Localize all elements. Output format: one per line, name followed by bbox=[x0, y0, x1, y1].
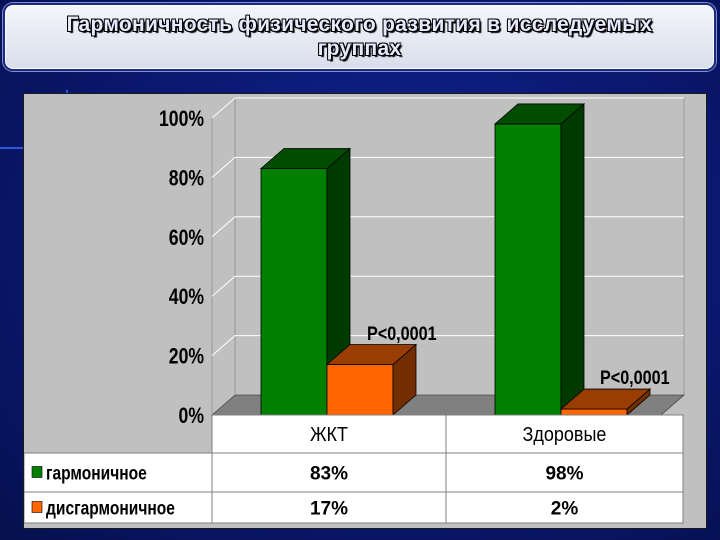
data-value-label: 83% bbox=[310, 464, 348, 485]
title-panel: Гармоничность физического развития в исс… bbox=[3, 3, 716, 71]
title-line-1: Гармоничность физического развития в исс… bbox=[66, 13, 653, 36]
bar-top-дисгармоничное bbox=[559, 388, 652, 410]
legend-label: гармоничное bbox=[46, 462, 147, 484]
bar-top-дисгармоничное bbox=[325, 344, 418, 365]
y-tick-label: 80% bbox=[169, 167, 204, 191]
page-title: Гармоничность физического развития в исс… bbox=[5, 13, 714, 61]
bar-front-дисгармоничное bbox=[560, 408, 628, 416]
legend-key-гармоничное bbox=[31, 466, 43, 478]
bar-top-гармоничное bbox=[259, 148, 352, 169]
category-label: Здоровые bbox=[523, 424, 607, 446]
bar-side-гармоничное bbox=[560, 103, 585, 416]
category-label: ЖКТ bbox=[310, 424, 348, 446]
data-value-label: 98% bbox=[545, 464, 583, 485]
table-header-row bbox=[211, 414, 684, 454]
y-tick-label: 100% bbox=[159, 107, 204, 131]
legend-label: дисгармоничное bbox=[46, 497, 175, 519]
legend-key-дисгармоничное bbox=[31, 501, 43, 513]
chart-area: 0% 20% 40% 60% 80% 100% P<0,0001 P<0,0001 ЖКТ Здо… bbox=[23, 93, 707, 529]
p-value-annotation: P<0,0001 bbox=[600, 367, 670, 389]
decor-line-left bbox=[0, 147, 40, 149]
bar-front-гармоничное bbox=[260, 168, 328, 416]
bar-front-дисгармоничное bbox=[326, 364, 394, 416]
p-value-annotation: P<0,0001 bbox=[367, 323, 437, 345]
title-line-2: группах bbox=[317, 37, 402, 60]
chart-side-wall bbox=[211, 97, 236, 416]
bar-front-гармоничное bbox=[494, 123, 562, 416]
y-tick-label: 20% bbox=[169, 345, 204, 369]
y-tick-label: 40% bbox=[169, 285, 204, 309]
y-tick-label: 0% bbox=[179, 404, 205, 428]
y-tick-label: 60% bbox=[169, 226, 204, 250]
chart-svg: 0% 20% 40% 60% 80% 100% P<0,0001 P<0,0001 ЖКТ Здо… bbox=[23, 97, 686, 524]
data-value-label: 2% bbox=[551, 499, 579, 520]
data-value-label: 17% bbox=[310, 499, 348, 520]
table-body bbox=[23, 452, 684, 524]
bar-top-гармоничное bbox=[493, 103, 586, 125]
gridline bbox=[211, 97, 684, 119]
